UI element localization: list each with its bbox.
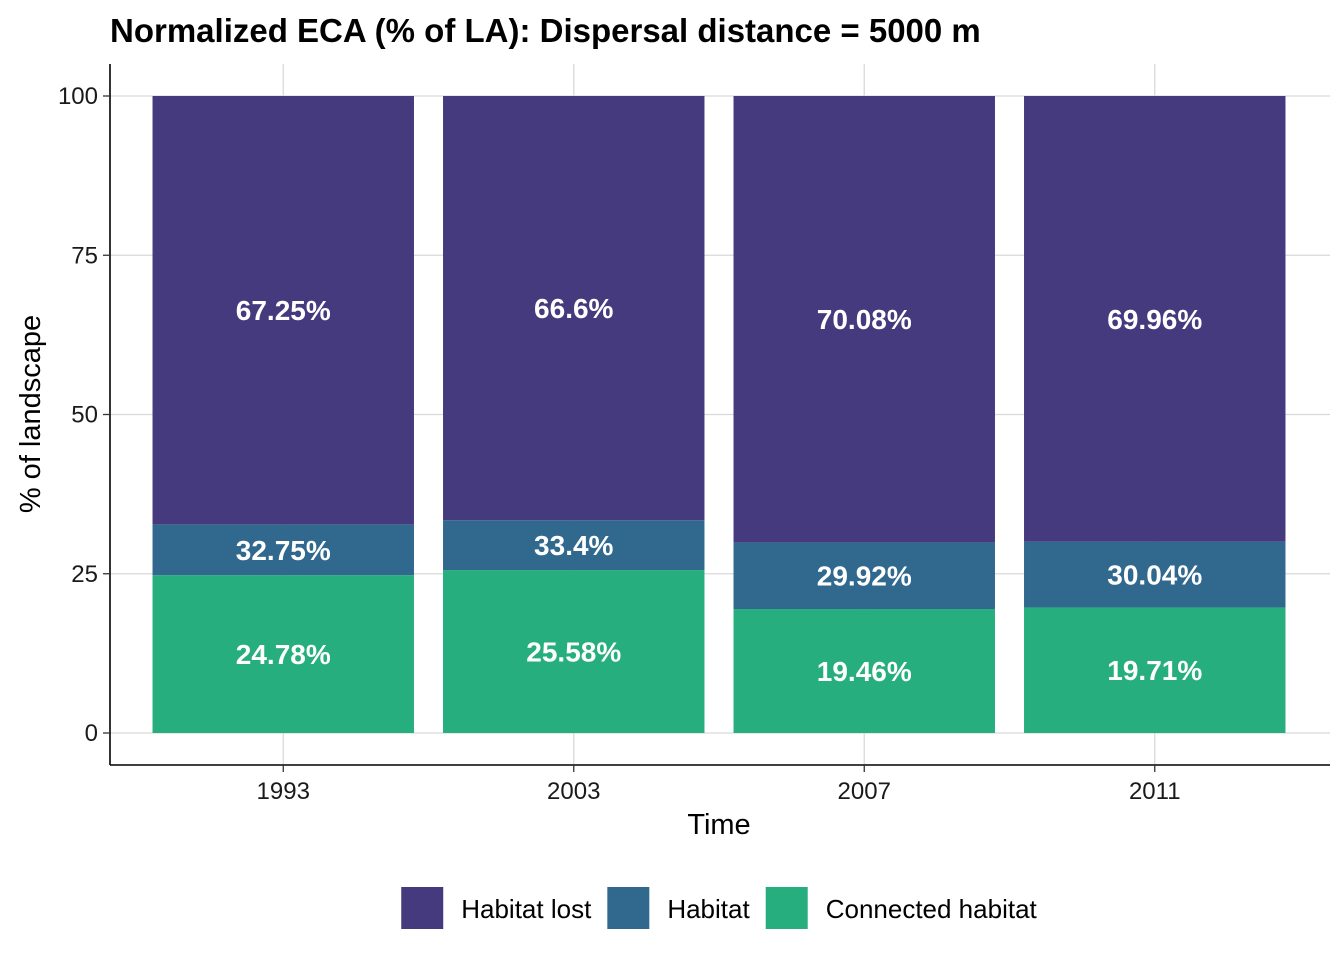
- y-tick-label: 75: [71, 242, 98, 269]
- y-tick-label: 50: [71, 402, 98, 429]
- data-label-habitat-2007: 29.92%: [817, 561, 912, 592]
- y-tick-label: 25: [71, 561, 98, 588]
- bar-habitat-2007: [733, 542, 995, 610]
- data-label-habitat-2011: 30.04%: [1107, 560, 1202, 591]
- legend-label-habitat-lost: Habitat lost: [461, 894, 592, 924]
- data-label-habitat-lost-1993: 67.25%: [236, 295, 331, 326]
- data-label-connected-habitat-1993: 24.78%: [236, 639, 331, 670]
- bar-habitat-lost-1993: [152, 96, 414, 525]
- bar-habitat-2003: [443, 520, 705, 571]
- legend-label-habitat: Habitat: [667, 894, 750, 924]
- data-label-connected-habitat-2007: 19.46%: [817, 656, 912, 687]
- data-label-connected-habitat-2003: 25.58%: [526, 637, 621, 668]
- data-label-habitat-lost-2003: 66.6%: [534, 293, 613, 324]
- bar-connected-habitat-2007: [733, 609, 995, 733]
- chart-title: Normalized ECA (% of LA): Dispersal dist…: [110, 12, 981, 49]
- bar-habitat-lost-2007: [733, 96, 995, 543]
- bar-habitat-1993: [152, 524, 414, 576]
- x-tick-label: 2011: [1129, 778, 1181, 805]
- data-label-habitat-lost-2011: 69.96%: [1107, 304, 1202, 335]
- y-tick-label: 0: [85, 720, 98, 747]
- data-label-habitat-1993: 32.75%: [236, 535, 331, 566]
- data-labels: 24.78% 25.58% 19.46% 19.71% 32.75% 33.4% 29.92…: [236, 293, 1203, 687]
- legend-label-connected-habitat: Connected habitat: [826, 894, 1038, 924]
- legend-key-habitat: [607, 887, 650, 929]
- x-tick-label: 2007: [838, 778, 891, 805]
- x-tick-label: 1993: [257, 778, 310, 805]
- bar-connected-habitat-1993: [152, 575, 414, 733]
- bar-habitat-2011: [1024, 541, 1286, 608]
- legend: Habitat lost Habitat Connected habitat: [401, 887, 1038, 929]
- bars: [152, 96, 1286, 733]
- legend-key-habitat-lost: [401, 887, 444, 929]
- bar-connected-habitat-2003: [443, 570, 705, 733]
- bar-habitat-lost-2011: [1024, 96, 1286, 542]
- y-axis-title: % of landscape: [15, 315, 47, 513]
- bar-connected-habitat-2011: [1024, 607, 1286, 733]
- x-tick-label: 2003: [547, 778, 600, 805]
- legend-key-connected-habitat: [765, 887, 808, 929]
- y-tick-label: 100: [58, 83, 98, 110]
- bar-habitat-lost-2003: [443, 96, 705, 521]
- data-label-connected-habitat-2011: 19.71%: [1107, 655, 1202, 686]
- x-axis-title: Time: [687, 809, 750, 841]
- axes: 0 25 50 75 100 1993 2003 2007 2011: [58, 64, 1330, 805]
- data-label-habitat-lost-2007: 70.08%: [817, 304, 912, 335]
- data-label-habitat-2003: 33.4%: [534, 530, 613, 561]
